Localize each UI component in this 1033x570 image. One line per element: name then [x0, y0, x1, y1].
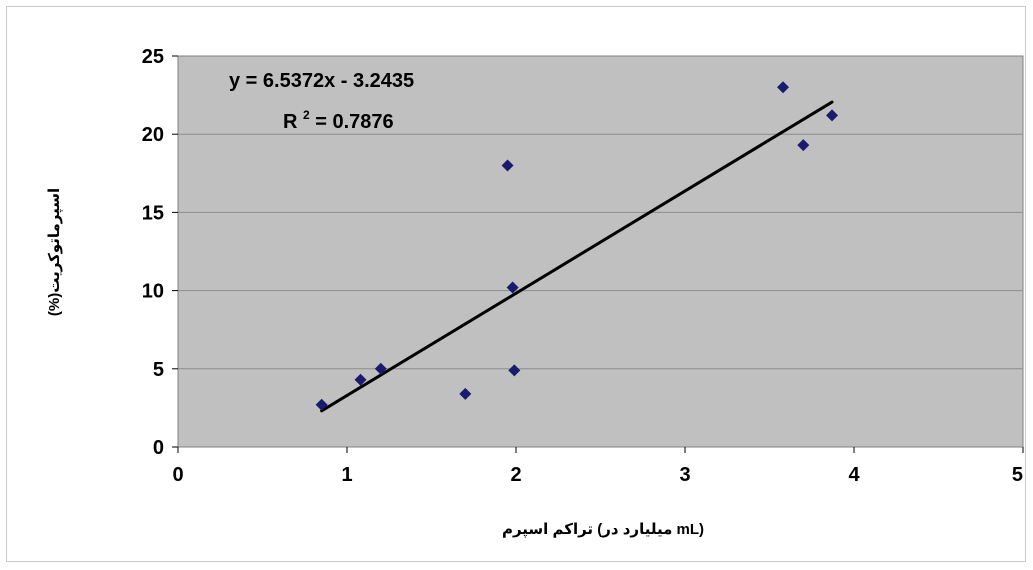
- y-tick-label-2: 10: [142, 281, 164, 303]
- data-point-4: [501, 159, 514, 172]
- trendline: [320, 100, 834, 413]
- data-point-2: [374, 362, 387, 375]
- data-point-9: [826, 109, 839, 122]
- r-squared-value: = 0.7876: [315, 111, 393, 133]
- x-tick-label-4: 4: [848, 464, 860, 486]
- data-point-8: [797, 139, 810, 152]
- r-squared-superscript: 2: [303, 108, 310, 122]
- r-squared-prefix: R: [283, 111, 298, 133]
- x-tick-label-5: 5: [1012, 464, 1023, 486]
- data-point-5: [506, 281, 519, 294]
- scatter-chart: 0 5 10 15 20 25 0 1 2 3 4 5 y = 6.5372x - 3.2435 R…: [46, 46, 1024, 539]
- data-point-7: [777, 81, 790, 94]
- y-tick-label-3: 15: [142, 202, 164, 224]
- data-points: [315, 81, 839, 411]
- y-axis-ticks: 0 5 10 15 20 25: [142, 46, 178, 459]
- x-axis-ticks: 0 1 2 3 4 5: [172, 447, 1024, 486]
- x-axis-title: تراکم اسپرم (میلیارد در mL): [502, 521, 704, 539]
- chart-frame: 0 5 10 15 20 25 0 1 2 3 4 5 y = 6.5372x - 3.2435 R…: [6, 6, 1026, 562]
- data-point-1: [354, 373, 367, 386]
- data-point-6: [508, 364, 521, 377]
- data-point-3: [459, 387, 472, 400]
- r-squared-label: R 2 = 0.7876: [283, 102, 394, 133]
- data-point-0: [315, 398, 328, 411]
- y-tick-label-4: 20: [142, 124, 164, 146]
- y-tick-label-0: 0: [153, 437, 164, 459]
- x-tick-label-0: 0: [172, 464, 183, 486]
- gridlines: [178, 133, 1023, 370]
- x-tick-label-1: 1: [341, 464, 352, 486]
- y-axis-title: (%)اسپرماتوکریت: [46, 188, 64, 316]
- plot-area: [177, 55, 1024, 448]
- x-tick-label-3: 3: [679, 464, 690, 486]
- trendline-equation: y = 6.5372x - 3.2435: [229, 70, 414, 92]
- y-tick-label-5: 25: [142, 46, 164, 68]
- x-tick-label-2: 2: [510, 464, 521, 486]
- trendline-layer: [320, 100, 834, 413]
- y-tick-label-1: 5: [153, 359, 164, 381]
